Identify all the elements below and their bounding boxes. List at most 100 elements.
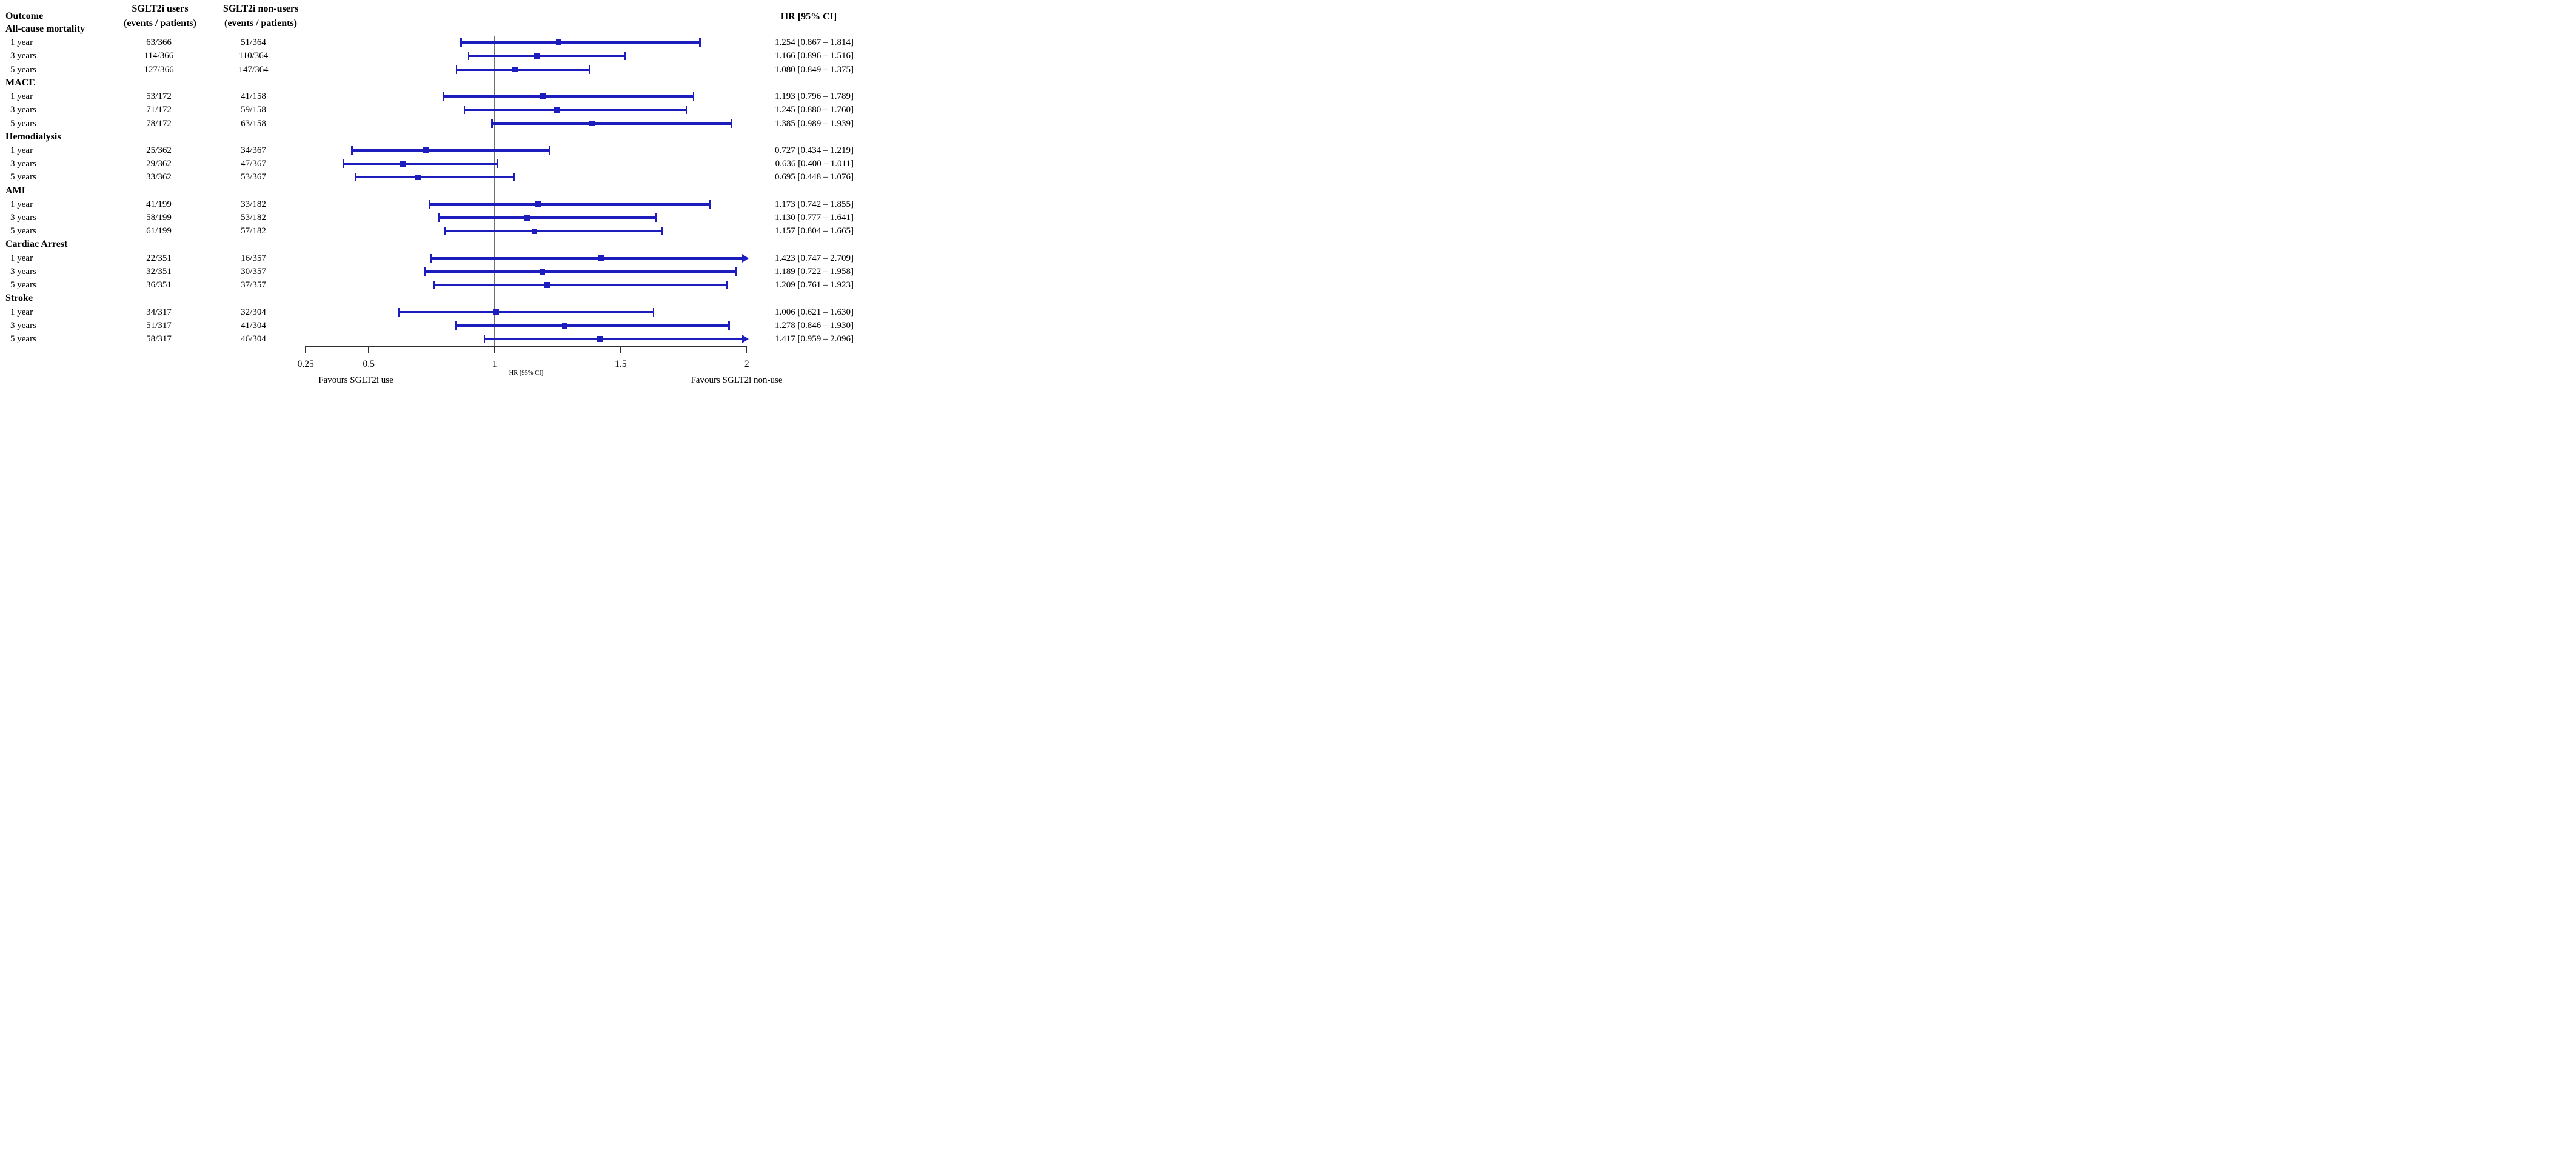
nonusers-count: 53/182	[241, 213, 266, 223]
point-estimate-marker	[540, 93, 546, 99]
nonusers-count: 47/367	[241, 159, 266, 169]
ci-cap-left	[355, 173, 356, 182]
row-time-label: 5 years	[10, 226, 36, 236]
ci-cap-left	[491, 119, 493, 128]
hr-ci-text: 1.166 [0.896 – 1.516]	[775, 51, 854, 61]
hr-ci-text: 1.006 [0.621 – 1.630]	[775, 307, 854, 317]
nonusers-count: 53/367	[241, 172, 266, 183]
users-count: 58/199	[146, 213, 172, 223]
column-header-nonusers-line2: (events / patients)	[224, 18, 297, 28]
ci-bar	[399, 310, 654, 313]
ci-bar	[457, 68, 589, 71]
column-header-outcome: Outcome	[5, 11, 44, 21]
outcome-group-label: AMI	[5, 185, 25, 196]
column-header-hr-ci: HR [95% CI]	[780, 12, 837, 22]
ci-cap-right	[692, 92, 695, 101]
ci-cap-left	[433, 281, 435, 290]
ci-bar	[352, 149, 550, 152]
ci-cap-right	[709, 199, 711, 209]
point-estimate-marker	[535, 201, 541, 207]
ci-cap-right	[728, 321, 730, 330]
axis-tick-label: 2	[744, 359, 749, 369]
ci-cap-right	[731, 119, 732, 128]
row-time-label: 1 year	[10, 199, 33, 209]
users-count: 32/351	[146, 266, 172, 276]
ci-bar	[430, 256, 743, 260]
users-count: 114/366	[144, 51, 174, 61]
ci-cap-left	[430, 253, 432, 263]
users-count: 41/199	[146, 199, 172, 209]
row-time-label: 3 years	[10, 105, 36, 115]
users-count: 25/362	[146, 145, 172, 155]
ci-cap-right	[549, 146, 551, 155]
axis-tick	[494, 346, 495, 353]
ci-bar	[468, 55, 625, 58]
ci-cap-right	[726, 281, 728, 290]
nonusers-count: 32/304	[241, 307, 266, 317]
point-estimate-marker	[423, 147, 429, 153]
users-count: 63/366	[146, 38, 172, 48]
outcome-group-label: Stroke	[5, 293, 33, 304]
ci-bar	[464, 109, 686, 112]
ci-cap-right	[588, 65, 590, 74]
point-estimate-marker	[589, 120, 595, 127]
hr-ci-text: 1.193 [0.796 – 1.789]	[775, 92, 854, 102]
hr-ci-text: 1.423 [0.747 – 2.709]	[775, 253, 854, 263]
hr-ci-text: 1.130 [0.777 – 1.641]	[775, 213, 854, 223]
ci-bar	[492, 122, 732, 125]
users-count: 36/351	[146, 280, 172, 290]
users-count: 29/362	[146, 159, 172, 169]
ci-cap-left	[483, 334, 486, 343]
row-time-label: 1 year	[10, 145, 33, 155]
users-count: 34/317	[146, 307, 172, 317]
favours-left-note: Favours SGLT2i use	[318, 375, 393, 385]
column-header-nonusers-line1: SGLT2i non-users	[222, 4, 299, 14]
point-estimate-marker	[539, 269, 546, 275]
row-time-label: 3 years	[10, 320, 36, 330]
ci-cap-right	[652, 307, 655, 317]
users-count: 33/362	[146, 172, 172, 183]
ci-cap-right	[661, 227, 663, 236]
point-estimate-marker	[554, 107, 560, 113]
axis-tick	[746, 346, 748, 353]
hr-ci-text: 1.254 [0.867 – 1.814]	[775, 38, 854, 48]
hr-ci-text: 1.385 [0.989 – 1.939]	[775, 118, 854, 129]
users-count: 53/172	[146, 92, 172, 102]
nonusers-count: 51/364	[241, 38, 266, 48]
ci-cap-left	[429, 199, 430, 209]
row-time-label: 5 years	[10, 172, 36, 183]
row-time-label: 1 year	[10, 38, 33, 48]
hr-ci-text: 1.173 [0.742 – 1.855]	[775, 199, 854, 209]
point-estimate-marker	[561, 323, 568, 329]
users-count: 127/366	[144, 64, 174, 75]
ci-cap-right	[655, 213, 657, 223]
point-estimate-marker	[598, 255, 604, 261]
ci-cap-left	[442, 92, 444, 101]
x-axis-label: HR [95% CI]	[509, 370, 544, 377]
point-estimate-marker	[597, 336, 603, 342]
ci-cap-left	[463, 106, 466, 115]
hr-ci-text: 0.636 [0.400 – 1.011]	[775, 159, 854, 169]
point-estimate-marker	[415, 174, 421, 181]
ci-bar	[343, 163, 498, 166]
nonusers-count: 110/364	[238, 51, 269, 61]
point-estimate-marker	[534, 53, 540, 59]
column-header-users-line1: SGLT2i users	[132, 4, 189, 14]
forest-plot-figure: Outcome SGLT2i users (events / patients)…	[0, 0, 858, 389]
users-count: 58/317	[146, 333, 172, 344]
column-header-users-line2: (events / patients)	[124, 18, 196, 28]
hr-ci-text: 0.695 [0.448 – 1.076]	[775, 172, 854, 183]
axis-tick	[620, 346, 621, 353]
ci-bar	[484, 337, 743, 340]
ci-cap-left	[343, 159, 344, 169]
outcome-group-label: MACE	[5, 77, 35, 88]
axis-tick-label: 1.5	[615, 359, 627, 369]
ci-bar	[461, 41, 700, 44]
ci-cap-right	[624, 52, 626, 61]
users-count: 51/317	[146, 320, 172, 330]
row-time-label: 1 year	[10, 92, 33, 102]
row-time-label: 3 years	[10, 159, 36, 169]
hr-ci-text: 1.245 [0.880 – 1.760]	[775, 105, 854, 115]
hr-ci-text: 1.080 [0.849 – 1.375]	[775, 64, 854, 75]
axis-tick	[368, 346, 369, 353]
